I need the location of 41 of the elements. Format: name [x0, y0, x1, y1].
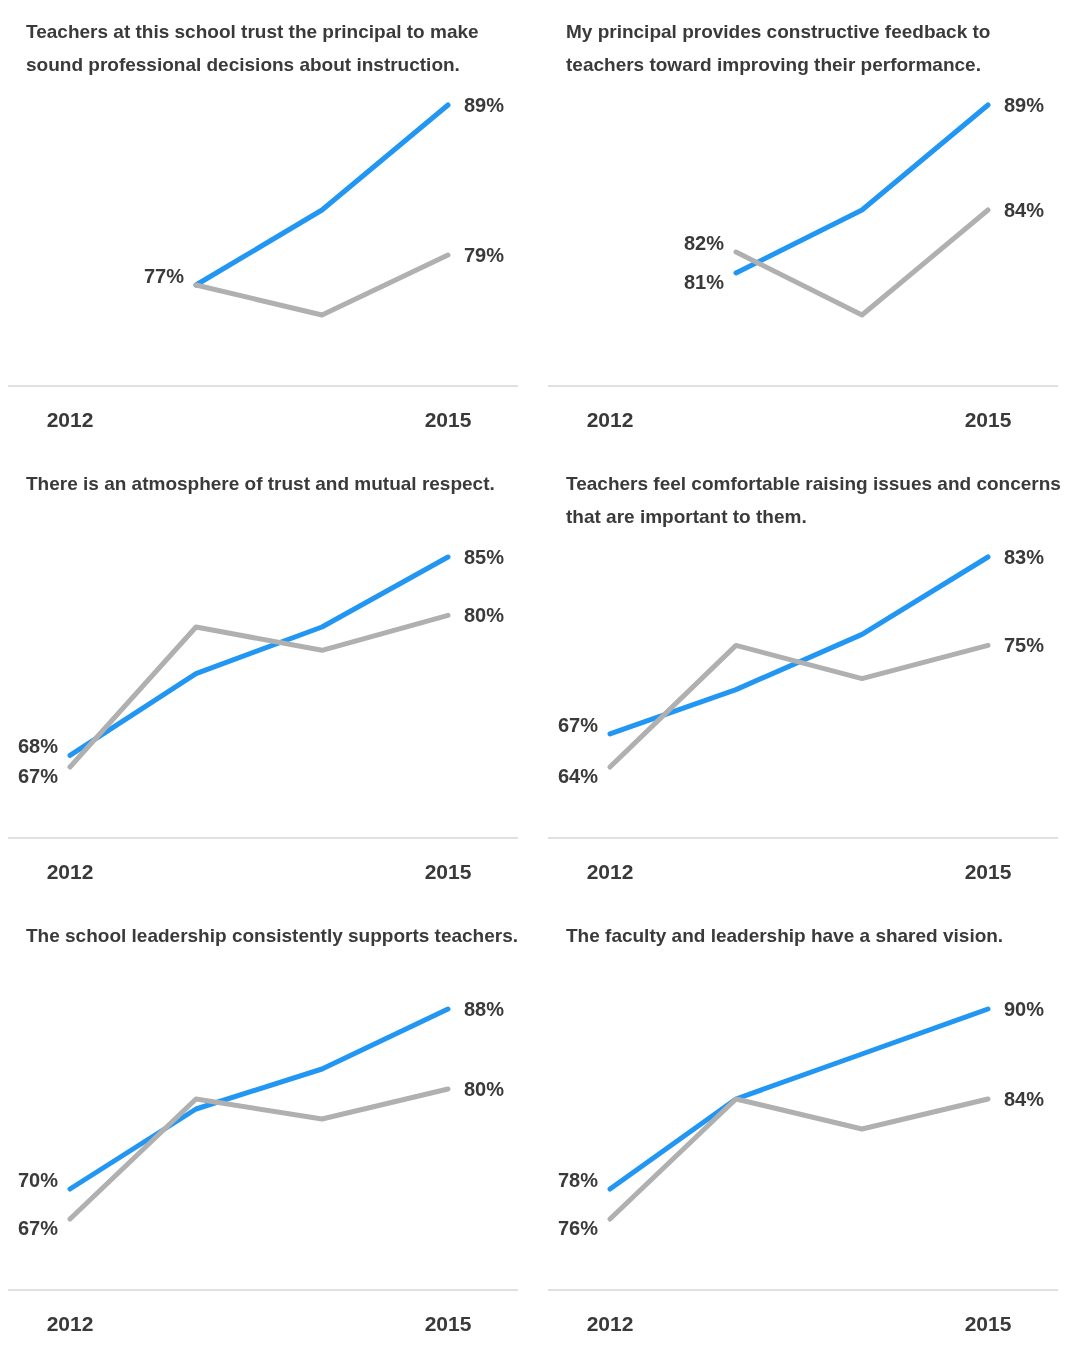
- chart-title: There is an atmosphere of trust and mutual respect.: [26, 473, 495, 494]
- data-label: 67%: [17, 765, 59, 787]
- data-label: 80%: [464, 1078, 505, 1100]
- data-label: 79%: [464, 244, 505, 266]
- x-tick-label: 2015: [424, 408, 472, 432]
- x-tick-label: 2015: [964, 860, 1012, 884]
- data-label: 89%: [464, 94, 505, 116]
- x-tick-label: 2012: [586, 1312, 634, 1336]
- data-label: 64%: [557, 765, 599, 787]
- chart-title: The school leadership consistently supports teachers.: [26, 925, 519, 946]
- data-label: 82%: [683, 232, 725, 254]
- data-label: 81%: [683, 271, 725, 293]
- chart-title: My principal provides constructive feedback to teachers toward improving their performance.: [566, 21, 991, 75]
- chart-title: Teachers feel comfortable raising issues and concerns that are important to them.: [566, 473, 1061, 527]
- data-label: 67%: [17, 1217, 59, 1239]
- data-label: 83%: [1004, 546, 1045, 568]
- data-label: 75%: [1004, 634, 1045, 657]
- data-label: 76%: [557, 1217, 599, 1239]
- x-tick-label: 2015: [964, 1312, 1012, 1336]
- x-tick-label: 2012: [586, 408, 634, 432]
- data-label: 67%: [557, 713, 599, 736]
- data-label: 89%: [1004, 94, 1045, 116]
- data-label: 68%: [17, 735, 59, 758]
- x-tick-label: 2015: [424, 1312, 472, 1336]
- data-label: 84%: [1004, 199, 1045, 221]
- x-tick-label: 2015: [964, 408, 1012, 432]
- data-label: 90%: [1004, 998, 1045, 1020]
- x-tick-label: 2012: [586, 860, 634, 884]
- x-tick-label: 2012: [46, 408, 94, 432]
- data-label: 70%: [17, 1169, 59, 1191]
- data-label: 85%: [464, 546, 505, 568]
- x-tick-label: 2015: [424, 860, 472, 884]
- chart-title: Teachers at this school trust the principal to make sound professional decisions about instruction.: [26, 21, 479, 75]
- data-label: 78%: [557, 1169, 599, 1191]
- x-tick-label: 2012: [46, 1312, 94, 1336]
- chart-title: The faculty and leadership have a shared vision.: [566, 925, 1004, 946]
- data-label: 84%: [1004, 1088, 1045, 1110]
- x-tick-label: 2012: [46, 860, 94, 884]
- data-label: 80%: [464, 604, 505, 627]
- data-label: 77%: [143, 265, 185, 287]
- data-label: 88%: [464, 998, 505, 1020]
